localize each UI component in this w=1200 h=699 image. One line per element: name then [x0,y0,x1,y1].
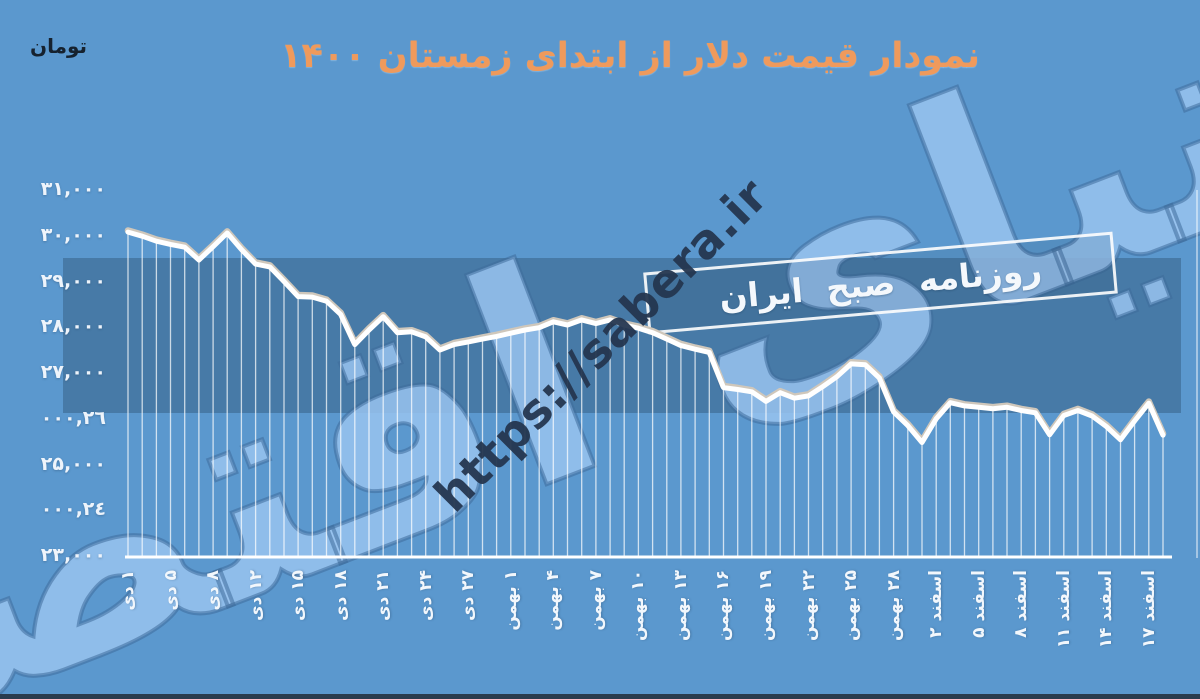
x-axis-tick-label: ۱۳ بهمن [671,570,691,641]
x-axis-tick-label: ۲۴ دی [416,570,436,621]
y-axis-tick-label: ۲۳,۰۰۰ [40,544,106,566]
bottom-edge-border [0,694,1200,699]
y-axis-tick-label: ۲۷,۰۰۰ [40,361,106,383]
x-axis-tick-label: ۱۹ بهمن [756,570,776,641]
x-axis-tick-label: ۲۵ بهمن [841,570,861,641]
x-axis-tick-label: اسفند ۸ [1011,570,1031,638]
x-axis-tick-label: اسفند ۱۱ [1054,570,1074,649]
y-axis-tick-label: ۳۱,۰۰۰ [40,178,106,200]
y-axis-tick-label: ۲۵,۰۰۰ [40,453,106,475]
y-axis-tick-label: ۲٦,۰۰۰ [40,407,106,429]
price-line [125,229,1166,445]
y-axis-tick-label: ۲٤,۰۰۰ [40,498,106,520]
x-axis-tick-label: ۲۱ دی [373,570,393,621]
x-axis-tick-label: ۱ بهمن [501,570,521,631]
x-axis-tick-label: ۲۷ دی [458,570,478,621]
x-axis-tick-label: ۱۰ بهمن [628,570,648,641]
x-axis-tick-label: ۵ دی [161,570,181,611]
chart-title: نمودار قیمت دلار از ابتدای زمستان ۱۴۰۰ [280,36,980,76]
x-axis-tick-label: اسفند ۱۷ [1139,570,1159,649]
x-axis-tick-label: اسفند ۵ [969,570,989,638]
x-axis-tick-label: ۱۵ دی [288,570,308,621]
unit-label: تومان [30,34,88,58]
x-axis-tick-label: ۱۸ دی [331,570,351,621]
right-edge-line [1196,190,1198,558]
x-axis-tick-label: ۲۸ بهمن [884,570,904,641]
x-axis-tick-label: ۱۲ دی [246,570,266,621]
x-axis-tick-label: اسفند ۲ [926,570,946,638]
x-axis-tick-label: ۱ دی [118,570,138,611]
x-axis-tick-label: ۷ بهمن [586,570,606,631]
dropline-grid [127,232,1164,556]
y-axis-tick-label: ۲۸,۰۰۰ [40,315,106,337]
y-axis-tick-label: ۳۰,۰۰۰ [40,224,106,246]
x-axis-tick-label: ۱۶ بهمن [713,570,733,641]
x-axis-tick-label: ۲۲ بهمن [799,570,819,641]
y-axis-tick-label: ۲۹,۰۰۰ [40,270,106,292]
x-axis-tick-label: ۸ دی [203,570,223,611]
watermark-band [63,258,1181,413]
x-axis-tick-label: ۴ بهمن [543,570,563,631]
x-axis-tick-label: اسفند ۱۴ [1096,570,1116,649]
